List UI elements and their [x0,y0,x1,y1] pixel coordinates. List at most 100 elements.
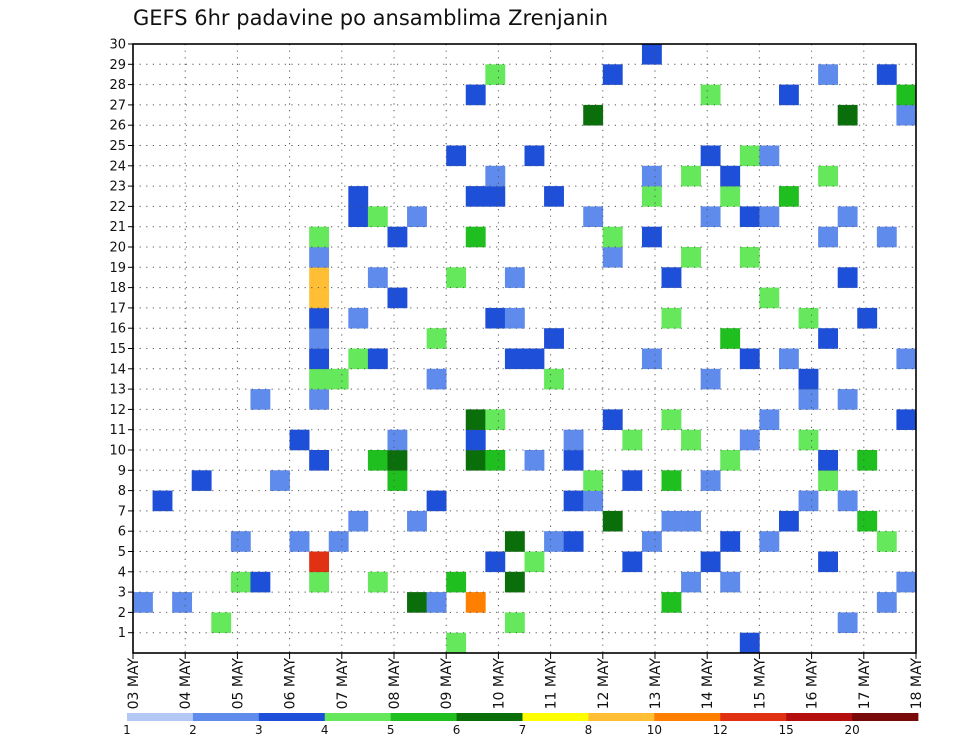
heatmap-cell [446,267,467,288]
heatmap-cell [407,592,427,613]
heatmap-cell [544,531,564,552]
heatmap-cell [367,267,388,288]
heatmap-cell [309,368,330,390]
heatmap-cell [485,551,506,573]
legend-swatch [390,713,457,721]
heatmap-cell [426,328,447,349]
heatmap-cell [583,206,604,227]
x-tick-label: 18 MAY [909,658,925,710]
heatmap-cell [446,632,467,654]
heatmap-cell [250,571,271,593]
y-tick-label: 6 [118,525,126,540]
heatmap-cell [485,165,506,187]
heatmap-cell [328,531,349,552]
heatmap-cell [739,206,760,227]
legend-label: 20 [844,723,859,737]
heatmap-cell [446,571,467,593]
heatmap-cell [328,368,349,390]
y-tick-label: 15 [109,342,126,357]
legend-label: 10 [647,723,662,737]
heatmap-cell [348,510,369,532]
heatmap-cell [837,612,858,633]
heatmap-cell [367,571,388,593]
heatmap-cell [309,389,330,410]
legend-label: 8 [585,723,593,737]
heatmap-cell [778,186,799,207]
heatmap-cell [250,389,271,410]
y-tick-label: 22 [109,200,126,215]
heatmap-cell [661,592,682,613]
y-tick-label: 14 [109,362,126,377]
legend-swatch [192,713,260,721]
heatmap-cell [641,226,662,248]
heatmap-cell [348,186,369,207]
heatmap-cell [896,84,917,106]
heatmap-cell [583,490,604,512]
heatmap-cell [857,307,878,329]
heatmap-cell [407,510,427,532]
heatmap-cell [309,267,330,288]
heatmap-cell [309,328,330,349]
y-tick-label: 7 [118,504,126,519]
heatmap-cell [563,429,584,451]
heatmap-cell [524,450,545,471]
legend-swatch [127,713,194,721]
heatmap-cell [818,165,839,187]
heatmap-cell [465,450,486,471]
heatmap-cell [465,592,486,613]
heatmap-cell [602,226,623,248]
plot-gridlines [133,44,916,653]
heatmap-cell [681,165,701,187]
heatmap-cell [818,64,839,85]
legend-swatch [852,713,919,721]
heatmap-cell [876,531,897,552]
heatmap-cell [367,206,388,227]
heatmap-cell [661,510,682,532]
legend-swatch [654,713,721,721]
x-tick-label: 10 MAY [491,658,507,710]
heatmap-cell [739,632,760,654]
heatmap-cell [485,409,506,430]
heatmap-cell [876,226,897,248]
heatmap-cell [465,409,486,430]
heatmap-cell [602,247,623,268]
heatmap-cell [720,186,741,207]
heatmap-cell [759,145,780,167]
heatmap-cell [524,145,545,167]
heatmap-cell [504,571,525,593]
heatmap-cell [759,409,780,430]
heatmap-cell [465,84,486,106]
x-tick-label: 13 MAY [648,658,664,710]
heatmap-cell [524,551,545,573]
x-axis-ticks: 03 MAY 04 MAY 05 MAY 06 MAY 07 MAY 08 MAY 09 M… [126,653,925,709]
heatmap-cell [504,612,525,633]
legend-label: 2 [189,723,197,737]
y-axis-ticks: 1234567891011121314151617181920212223242… [109,38,133,641]
y-tick-label: 1 [118,626,126,641]
heatmap-cell [465,186,486,207]
heatmap-cell [602,409,623,430]
y-tick-label: 19 [109,261,126,276]
legend-label: 5 [387,723,395,737]
heatmap-cell [700,368,721,390]
heatmap-cell [818,328,839,349]
heatmap-cell [641,186,662,207]
y-tick-label: 18 [109,281,126,296]
heatmap-cell [720,165,741,187]
y-tick-label: 3 [118,586,126,601]
heatmap-cell [837,267,858,288]
heatmap-cell [504,267,525,288]
heatmap-cell [544,368,564,390]
heatmap-cell [485,450,506,471]
heatmap-cell [133,592,153,613]
heatmap-cell [641,165,662,187]
heatmap-cell [309,450,330,471]
y-tick-label: 26 [109,119,126,134]
heatmap-cell [778,510,799,532]
heatmap-cell [309,571,330,593]
heatmap-cell [896,104,917,126]
heatmap-cell [446,145,467,167]
heatmap-cell [152,490,173,512]
heatmap-cell [348,307,369,329]
heatmap-cell [661,267,682,288]
